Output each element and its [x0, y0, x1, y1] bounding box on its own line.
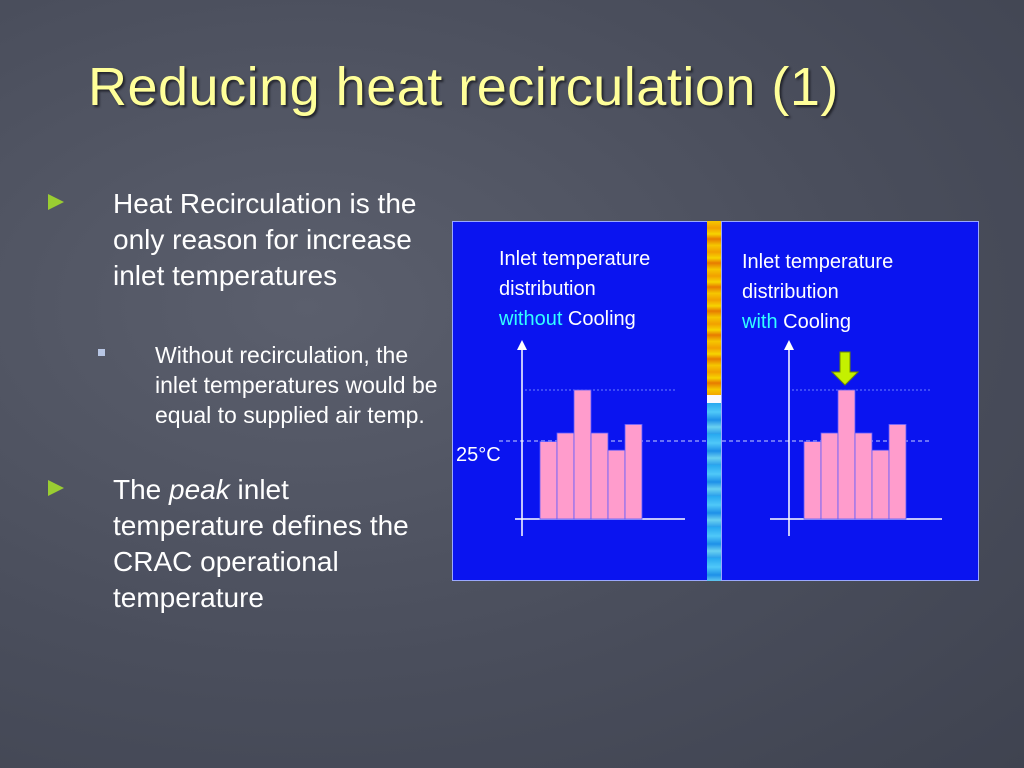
sub-bullet-text: Without recirculation, the inlet tempera…: [155, 342, 438, 428]
histogram-bar: [539, 441, 558, 520]
histogram-bar: [607, 449, 626, 520]
caption-line: without Cooling: [499, 304, 650, 334]
bar-group: [803, 389, 907, 520]
histogram-bar: [573, 389, 592, 520]
bullet-arrow-icon: [48, 480, 64, 496]
histogram-bar: [803, 441, 822, 520]
bullet-suffix: inlet temperature defines the CRAC opera…: [113, 474, 409, 613]
bullet-prefix: The: [113, 474, 170, 505]
thermal-strip-hot: [707, 221, 721, 395]
y-axis-arrow-icon: [784, 340, 794, 350]
slide-title: Reducing heat recirculation (1): [88, 57, 839, 117]
histogram-bar: [820, 432, 839, 520]
histogram-bar: [854, 432, 873, 520]
caption-with-cooling: Inlet temperature distribution with Cool…: [742, 247, 893, 337]
bullet-emphasis: peak: [169, 474, 230, 505]
histogram-bar: [624, 423, 643, 520]
thermal-strip-gap: [707, 395, 721, 403]
histogram-bar: [871, 449, 890, 520]
square-bullet-icon: [98, 349, 105, 356]
caption-line: Inlet temperature: [499, 248, 651, 270]
down-arrow-icon: [830, 351, 860, 386]
caption-line: distribution: [499, 278, 596, 300]
bullet-text: Heat Recirculation is the only reason fo…: [113, 188, 417, 291]
histogram-bar: [888, 423, 907, 520]
y-axis-arrow-icon: [517, 340, 527, 350]
thermal-strip: [707, 221, 721, 581]
histogram-bar: [556, 432, 575, 520]
bullet-text: The peak inlet temperature defines the C…: [113, 472, 443, 616]
histogram-bar: [590, 432, 609, 520]
chart-with-cooling: [722, 340, 942, 536]
caption-line: with Cooling: [742, 307, 893, 337]
caption-highlight: without: [499, 308, 563, 330]
caption-rest: Cooling: [562, 308, 636, 330]
panel-without-cooling: Inlet temperature distribution without C…: [452, 221, 708, 581]
chart-without-cooling: [499, 340, 707, 536]
caption-line: distribution: [742, 281, 839, 303]
caption-rest: Cooling: [777, 311, 851, 333]
bullet-arrow-icon: [48, 194, 64, 210]
bar-group: [539, 389, 643, 520]
panel-with-cooling: Inlet temperature distribution with Cool…: [721, 221, 979, 581]
thermal-strip-cool: [707, 403, 721, 581]
reference-temperature-label: 25°C: [456, 444, 501, 466]
caption-without-cooling: Inlet temperature distribution without C…: [499, 244, 650, 334]
caption-line: Inlet temperature: [742, 251, 894, 273]
histogram-bar: [837, 389, 856, 520]
caption-highlight: with: [742, 311, 778, 333]
